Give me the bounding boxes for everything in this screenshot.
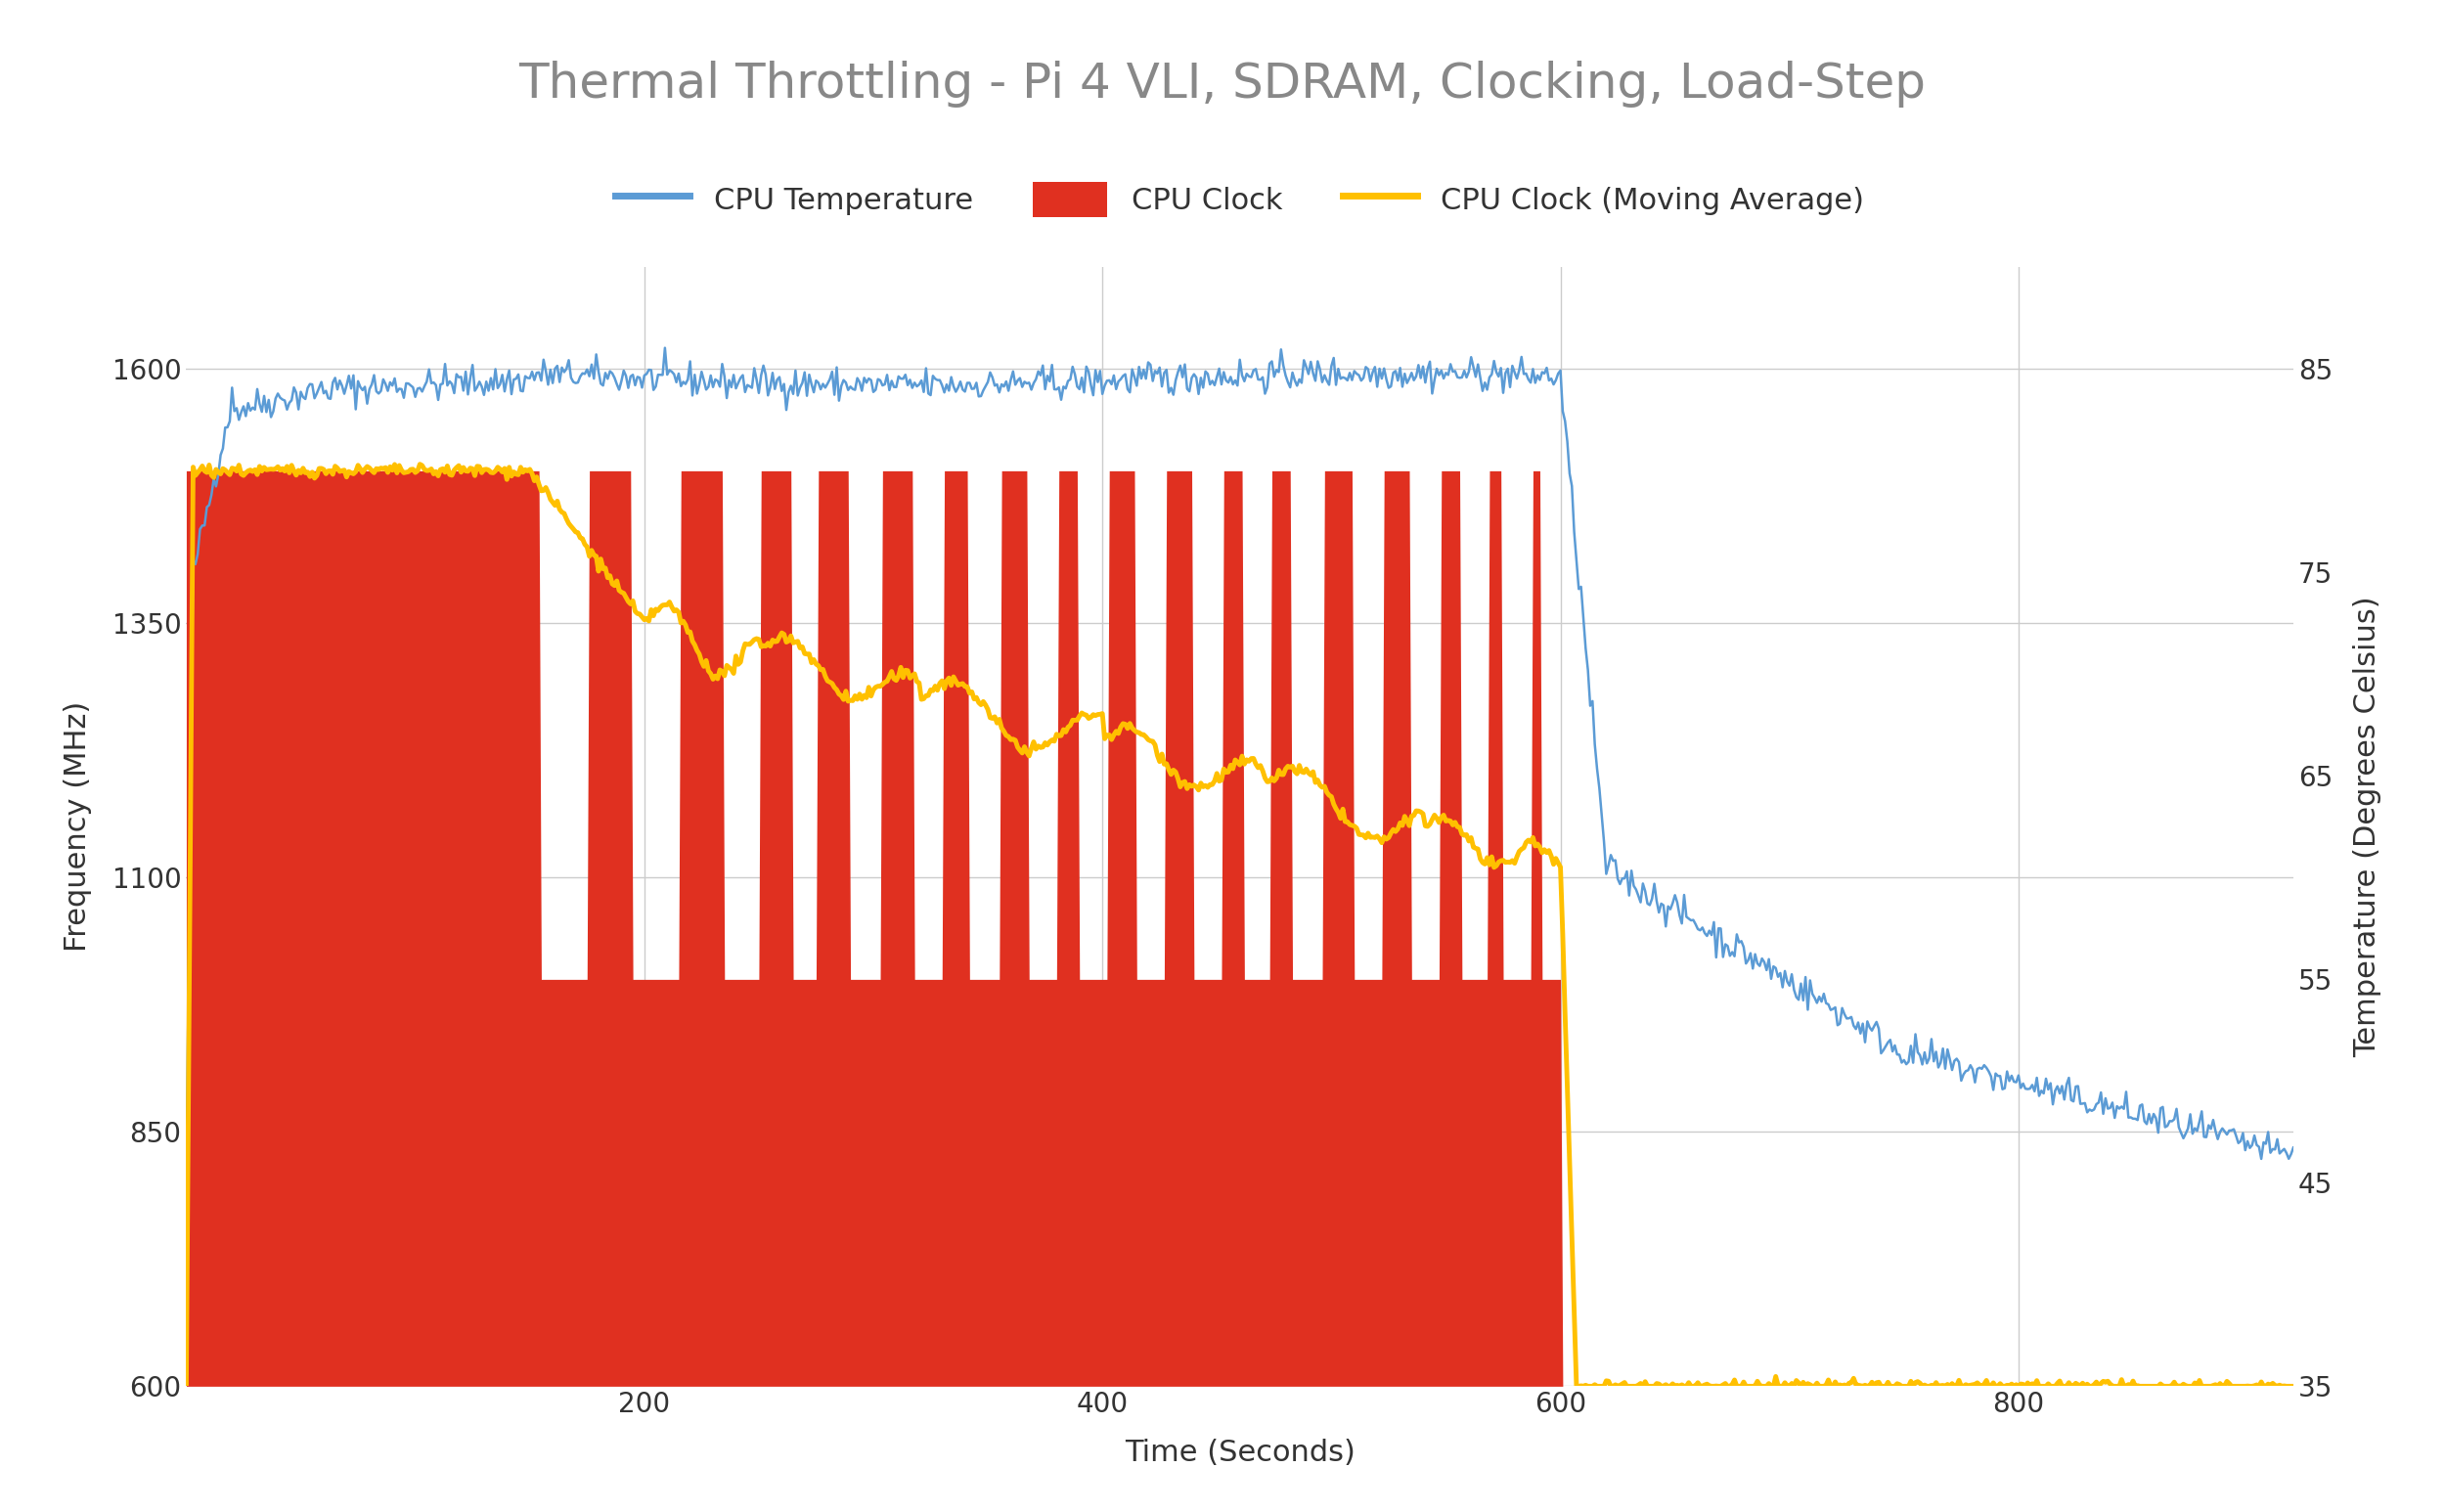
Legend: CPU Temperature, CPU Clock, CPU Clock (Moving Average): CPU Temperature, CPU Clock, CPU Clock (M… xyxy=(604,171,1875,228)
Y-axis label: Temperature (Degrees Celsius): Temperature (Degrees Celsius) xyxy=(2352,596,2381,1057)
X-axis label: Time (Seconds): Time (Seconds) xyxy=(1125,1439,1355,1467)
Y-axis label: Frequency (MHz): Frequency (MHz) xyxy=(64,702,93,953)
Text: Thermal Throttling - Pi 4 VLI, SDRAM, Clocking, Load-Step: Thermal Throttling - Pi 4 VLI, SDRAM, Cl… xyxy=(518,60,1927,107)
